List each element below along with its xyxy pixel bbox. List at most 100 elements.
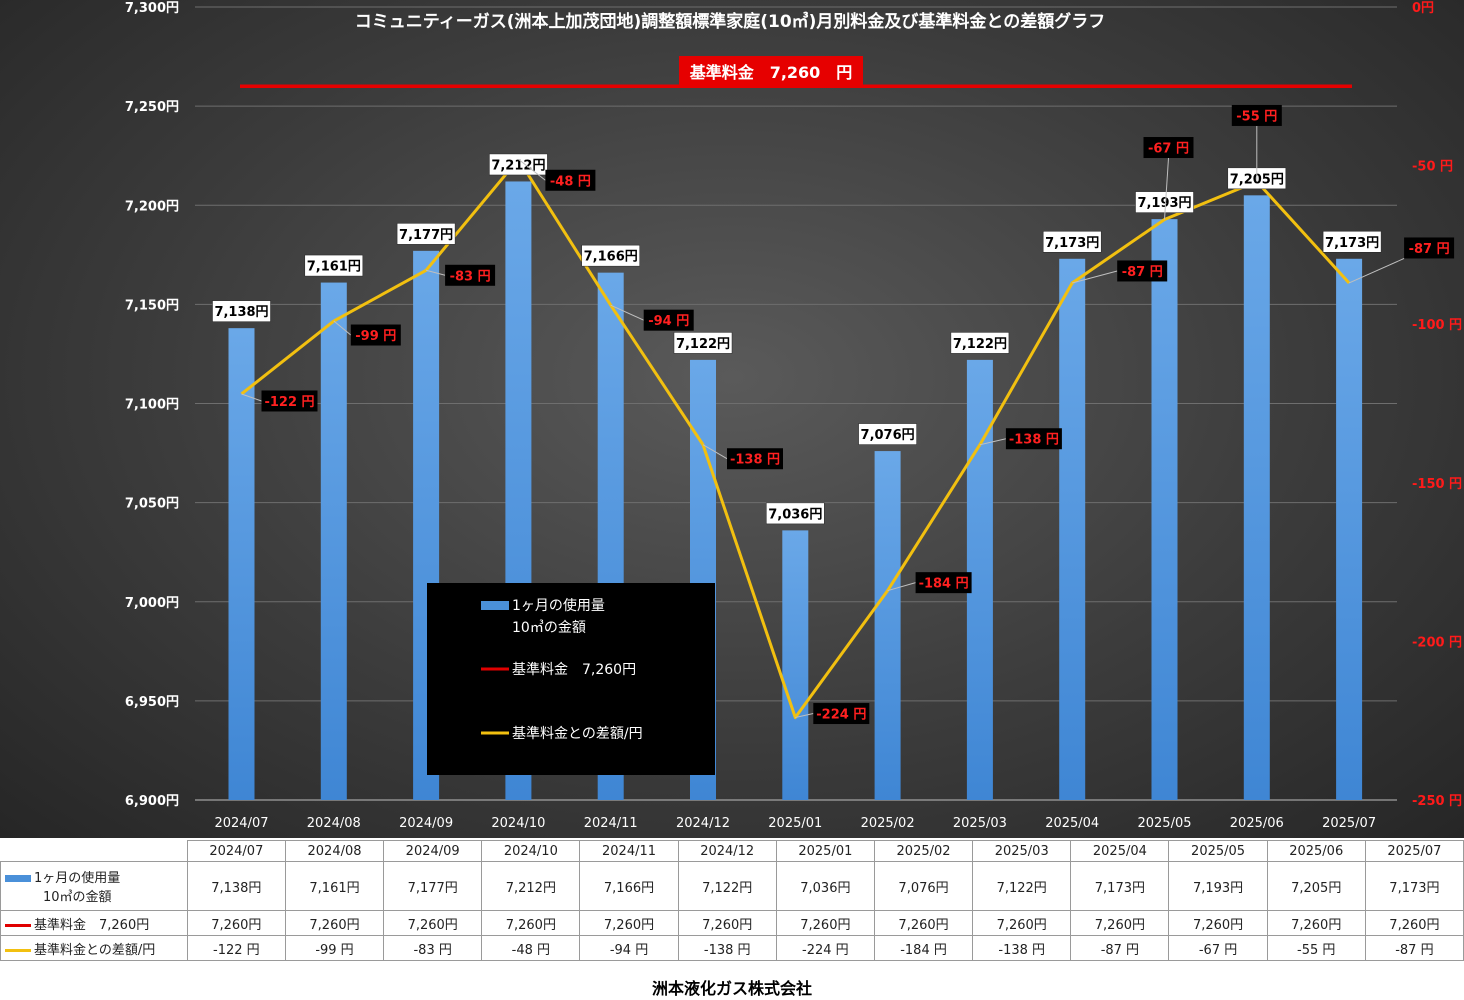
diff-label-box: [1005, 428, 1062, 450]
table-header-cell: 2024/08: [284, 840, 385, 862]
table-cell: 7,212円: [481, 861, 581, 911]
table-cell: 7,260円: [481, 910, 581, 936]
table-row: 基準料金との差額/円 -122 円 -99 円 -83 円 -48 円 -94 円 -138…: [0, 935, 1464, 961]
y-tick-right: 0円: [1412, 1, 1434, 16]
diff-leader: [241, 393, 262, 402]
diff-label-box: [545, 169, 596, 191]
bar: [320, 282, 347, 800]
row-label-text: 10㎥の金額: [43, 890, 112, 905]
bar-label-box: [489, 153, 548, 176]
diff-value-label: -138 円: [1009, 433, 1059, 448]
table-header-cell: 2024/09: [383, 840, 483, 862]
diff-value-label: -83 円: [450, 269, 491, 284]
y-tick-left: 7,050円: [125, 497, 179, 512]
table-header-cell: 2025/06: [1266, 840, 1366, 862]
table-cell: 7,260円: [284, 910, 385, 936]
bar: [1059, 258, 1086, 801]
bar-label-box: [673, 332, 733, 354]
x-tick: 2024/10: [491, 816, 545, 831]
table-cell: -67 円: [1168, 935, 1268, 961]
legend-swatch: [5, 923, 31, 927]
bar-value-label: 7,173円: [1045, 236, 1099, 251]
y-tick-left: 7,250円: [125, 100, 179, 115]
table-header-cell: 2025/07: [1364, 840, 1464, 862]
y-tick-left: 7,100円: [125, 398, 179, 413]
table-header-cell: 2025/05: [1168, 840, 1268, 862]
standard-line: 基準料金 7,260 円: [240, 56, 1352, 89]
y-axis-left: 6,900円 6,950円 7,000円 7,050円 7,100円 7,150円 7,20…: [125, 1, 179, 809]
x-tick: 2025/02: [861, 816, 915, 831]
diff-label-box: [727, 448, 783, 470]
bar-value-label: 7,138円: [214, 305, 268, 320]
chart-area: 6,900円 6,950円 7,000円 7,050円 7,100円 7,150円 7,20…: [0, 0, 1464, 838]
table-row-label: 1ヶ月の使用量 10㎥の金額: [0, 861, 188, 911]
bar-label-box: [1042, 231, 1102, 253]
legend-swatch-bar: [481, 601, 509, 610]
table-cell: 7,260円: [579, 910, 679, 936]
diff-leader: [1072, 270, 1118, 284]
bar: [782, 530, 809, 800]
y-tick-left: 6,900円: [125, 794, 179, 809]
diff-leader: [979, 438, 1007, 446]
table-header-cell: 2024/12: [677, 840, 777, 862]
bar-value-label: 7,193円: [1137, 196, 1191, 211]
y-tick-right: -200 円: [1412, 635, 1462, 650]
y-tick-right: -50 円: [1412, 160, 1453, 175]
bar-label-box: [950, 332, 1010, 354]
chart-svg: 6,900円 6,950円 7,000円 7,050円 7,100円 7,150円 7,20…: [125, 1, 1463, 831]
bar-label-box: [766, 502, 825, 525]
bar: [228, 328, 255, 800]
table-header-cell: 2025/04: [1070, 840, 1170, 862]
bar: [1151, 219, 1178, 800]
standard-label-box: [679, 56, 863, 87]
bar-value-label: 7,161円: [307, 260, 361, 275]
diff-value-label: -122 円: [264, 395, 314, 410]
diff-value-label: -99 円: [355, 329, 396, 344]
table-cell: 7,173円: [1364, 861, 1464, 911]
diff-leader: [795, 713, 814, 719]
table-cell: 7,177円: [383, 861, 483, 911]
row-label-text: 1ヶ月の使用量: [34, 871, 121, 886]
bar-value-label: 7,177円: [399, 228, 453, 243]
legend-label-standard: 基準料金 7,260円: [512, 661, 636, 678]
table-cell: 7,260円: [1168, 910, 1268, 936]
table-header-row: 2024/07 2024/08 2024/09 2024/10 2024/11 2024/…: [0, 840, 1464, 862]
table-header-cell: 2024/07: [186, 840, 286, 862]
y-tick-left: 7,150円: [125, 298, 179, 313]
diff-leader: [518, 158, 546, 181]
y-tick-right: -100 円: [1412, 318, 1462, 333]
table-cell: -94 円: [579, 935, 679, 961]
table-cell: -48 円: [481, 935, 581, 961]
table-cell: 7,260円: [1266, 910, 1366, 936]
diff-value-label: -184 円: [919, 577, 969, 592]
x-tick: 2025/05: [1137, 816, 1191, 831]
bar-label-box: [212, 300, 271, 322]
standard-label: 基準料金 7,260 円: [689, 63, 853, 82]
table-header-cell: 2025/01: [775, 840, 875, 862]
table-cell: 7,193円: [1168, 861, 1268, 911]
footer-company: 洲本液化ガス株式会社: [651, 979, 812, 998]
diff-value-label: -87 円: [1122, 265, 1163, 280]
table-header-cell: 2025/02: [873, 840, 974, 862]
table-header-cell: 2025/03: [972, 840, 1072, 862]
bar-label-box: [304, 254, 364, 277]
y-tick-left: 6,950円: [125, 695, 179, 710]
legend-swatch: [5, 875, 31, 882]
bar-value-label: 7,173円: [1325, 236, 1379, 251]
diff-leader: [702, 444, 728, 460]
x-tick: 2025/03: [953, 816, 1007, 831]
gridlines: [195, 6, 1397, 801]
bar-label-box: [858, 423, 917, 445]
legend-label-bar-1: 1ヶ月の使用量: [512, 597, 605, 614]
diff-label-box: [813, 703, 870, 725]
bar-value-label: 7,166円: [584, 250, 638, 265]
y-tick-right: -150 円: [1412, 477, 1462, 492]
diff-value-label: -55 円: [1236, 109, 1277, 124]
table-cell: -122 円: [186, 935, 286, 961]
table-cell: -184 円: [873, 935, 974, 961]
table-cell: 7,260円: [1364, 910, 1464, 936]
diff-value-label: -48 円: [550, 174, 591, 189]
diff-label-box: [1404, 237, 1455, 259]
table-header-cell: 2024/11: [579, 840, 679, 862]
table-cell: -99 円: [284, 935, 385, 961]
